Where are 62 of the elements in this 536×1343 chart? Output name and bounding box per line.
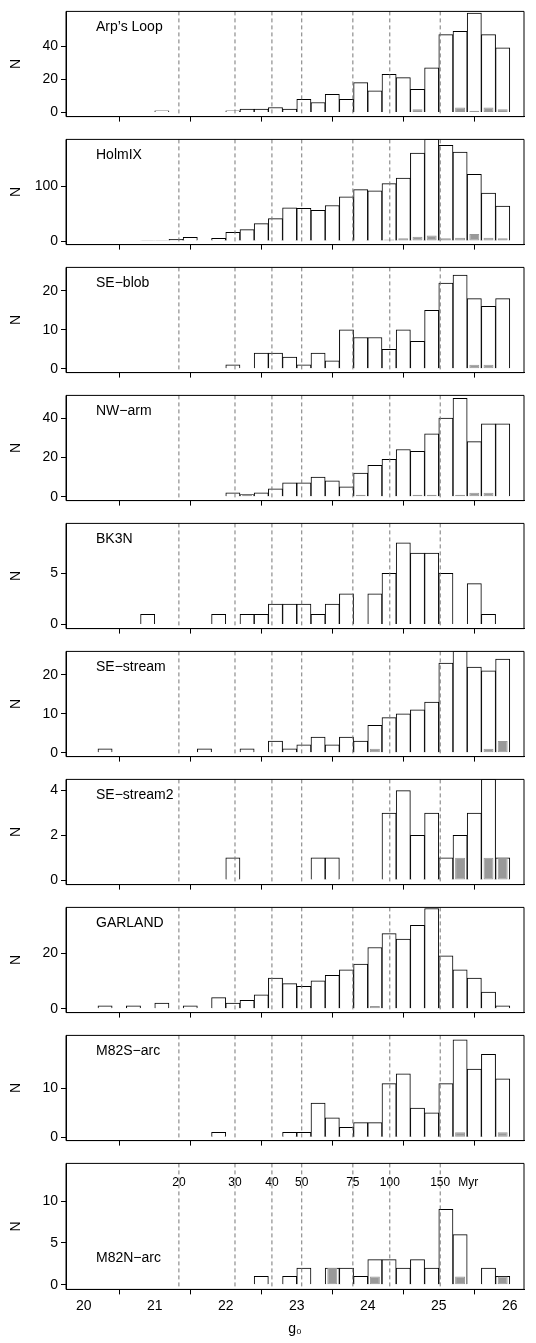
annotation: 100	[379, 1174, 401, 1189]
y-tick-label: 0	[50, 103, 59, 120]
y-tick-label: 10	[42, 320, 59, 337]
x-axis-title: g₀	[288, 1320, 302, 1337]
y-tick-label: 5	[50, 1233, 59, 1250]
y-tick-label: 2	[50, 826, 59, 843]
y-tick-label: 0	[50, 359, 59, 376]
text: SE−stream2	[96, 786, 174, 803]
y-tick-label: 5	[50, 564, 59, 581]
y-tick-label: 20	[42, 281, 59, 298]
annotation: 75	[346, 1174, 360, 1189]
y-axis-title: N	[7, 442, 24, 454]
y-tick-label: 0	[50, 1275, 59, 1292]
annotation: 50	[295, 1174, 309, 1189]
x-tick-label: 23	[288, 1296, 305, 1313]
annotation: 150	[430, 1174, 451, 1189]
text: M82S−arc	[96, 1042, 161, 1059]
y-tick-label: 20	[42, 943, 59, 960]
y-axis-title: N	[7, 186, 24, 198]
text: SE−blob	[96, 274, 150, 291]
y-tick-label: 40	[42, 408, 59, 425]
x-tick-label: 25	[431, 1296, 447, 1313]
y-tick-label: 4	[50, 781, 59, 798]
y-tick-label: 10	[42, 704, 59, 721]
text: M82N−arc	[96, 1248, 161, 1265]
text: HolmIX	[96, 146, 143, 163]
x-tick-label: 24	[359, 1296, 376, 1313]
annotation: Myr	[458, 1174, 479, 1189]
x-tick-label: 26	[502, 1296, 518, 1313]
text: Arp’s Loop	[96, 18, 163, 35]
x-tick-label: 22	[217, 1296, 234, 1313]
annotation: 40	[265, 1174, 279, 1189]
y-axis-title: N	[7, 954, 24, 966]
y-axis-title: N	[7, 826, 24, 838]
y-tick-label: 0	[50, 231, 59, 248]
text: SE−stream	[96, 658, 166, 675]
y-tick-label: 0	[50, 999, 59, 1016]
y-tick-label: 20	[42, 665, 59, 682]
y-tick-label: 20	[42, 448, 59, 465]
y-tick-label: 100	[34, 177, 59, 194]
y-tick-label: 20	[42, 70, 59, 87]
x-tick-label: 21	[146, 1296, 163, 1313]
y-tick-label: 0	[50, 1128, 59, 1145]
y-tick-label: 0	[50, 743, 59, 760]
y-tick-label: 40	[42, 37, 59, 54]
y-axis-title: N	[7, 570, 24, 582]
y-tick-label: 10	[42, 1079, 59, 1096]
y-tick-label: 0	[50, 487, 59, 504]
y-axis-title: N	[7, 1221, 24, 1232]
chart-title: GARLAND	[96, 914, 164, 931]
annotation: 20	[172, 1174, 186, 1189]
y-tick-label: 0	[50, 870, 59, 887]
text: BK3N	[96, 530, 133, 547]
x-tick-label: 20	[75, 1296, 92, 1313]
y-tick-label: 0	[50, 615, 59, 632]
y-tick-label: 10	[42, 1191, 59, 1208]
text: NW−arm	[96, 402, 152, 419]
y-axis-title: N	[7, 698, 24, 710]
y-axis-title: N	[7, 314, 24, 326]
y-axis-title: N	[7, 58, 24, 70]
annotation: 30	[228, 1174, 242, 1189]
y-axis-title: N	[7, 1082, 24, 1094]
